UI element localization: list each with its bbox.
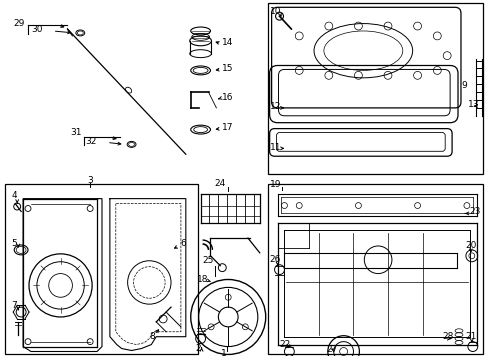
Bar: [267, 3, 482, 174]
Text: 14: 14: [222, 38, 233, 47]
Text: 10: 10: [269, 7, 281, 16]
Bar: [267, 184, 482, 355]
Text: 19: 19: [269, 180, 281, 189]
Text: 4: 4: [11, 191, 17, 200]
Text: 27: 27: [325, 345, 337, 354]
Text: 26: 26: [269, 255, 281, 264]
Text: 30: 30: [31, 26, 42, 35]
Text: 23: 23: [468, 207, 479, 216]
Text: 22: 22: [279, 340, 290, 349]
Text: 15: 15: [222, 64, 233, 73]
Text: 18: 18: [196, 275, 208, 284]
Text: 21: 21: [464, 332, 475, 341]
Text: 2: 2: [195, 344, 201, 353]
Text: 32: 32: [85, 137, 97, 146]
Text: 9: 9: [460, 81, 466, 90]
Text: 29: 29: [13, 19, 24, 28]
Text: 17: 17: [222, 123, 233, 132]
Bar: [5, 184, 197, 355]
Text: 8: 8: [149, 332, 155, 341]
Text: 25: 25: [202, 256, 214, 265]
Text: 20: 20: [464, 242, 475, 251]
Text: 13: 13: [467, 100, 478, 109]
Text: 6: 6: [180, 239, 185, 248]
Text: 28: 28: [441, 332, 453, 341]
Text: 24: 24: [214, 179, 225, 188]
Text: 3: 3: [87, 176, 93, 185]
Text: 5: 5: [11, 239, 17, 248]
Text: 16: 16: [222, 93, 233, 102]
Text: 11: 11: [269, 143, 281, 152]
Text: 7: 7: [11, 301, 17, 310]
Text: 12: 12: [269, 102, 281, 111]
Text: 31: 31: [70, 128, 82, 137]
Text: 1: 1: [221, 349, 227, 358]
